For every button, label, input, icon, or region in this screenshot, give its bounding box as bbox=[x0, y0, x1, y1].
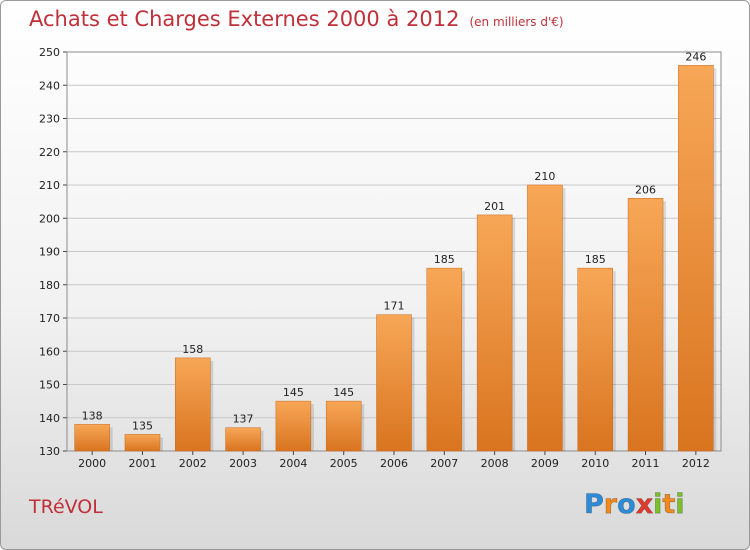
bar bbox=[678, 65, 714, 452]
x-tick-label: 2011 bbox=[632, 457, 660, 470]
bar-layer bbox=[74, 65, 717, 452]
y-tick-label: 160 bbox=[39, 345, 60, 358]
bar-value-label: 145 bbox=[333, 386, 354, 399]
bar bbox=[577, 267, 613, 452]
bar-value-label: 185 bbox=[585, 253, 606, 266]
x-tick-label: 2001 bbox=[128, 457, 156, 470]
bar bbox=[376, 314, 412, 452]
chart-unit-note: (en milliers d'€) bbox=[469, 15, 564, 29]
bar-value-label: 201 bbox=[484, 200, 505, 213]
y-tick-label: 180 bbox=[39, 279, 60, 292]
y-tick-label: 200 bbox=[39, 212, 60, 225]
x-tick-label: 2005 bbox=[330, 457, 358, 470]
bar-value-label: 145 bbox=[283, 386, 304, 399]
bar bbox=[527, 184, 563, 452]
logo-letter: r bbox=[603, 489, 618, 521]
x-tick-label: 2000 bbox=[78, 457, 106, 470]
x-tick-label: 2010 bbox=[581, 457, 609, 470]
logo-letter: t bbox=[662, 489, 676, 521]
bar bbox=[74, 424, 110, 452]
x-tick-label: 2002 bbox=[179, 457, 207, 470]
bar-value-label: 137 bbox=[233, 413, 254, 426]
x-tick-label: 2008 bbox=[481, 457, 509, 470]
logo-letter: P bbox=[584, 489, 604, 521]
y-tick-label: 140 bbox=[39, 412, 60, 425]
bar bbox=[225, 427, 261, 452]
x-tick-label: 2007 bbox=[430, 457, 458, 470]
bar-value-label: 158 bbox=[182, 343, 203, 356]
label-layer: 138 135 158 137 145 145 171 185 201 210 185 206 246 bbox=[82, 50, 707, 432]
x-tick-label: 2012 bbox=[682, 457, 710, 470]
bar bbox=[124, 434, 161, 452]
x-tick-label: 2009 bbox=[531, 457, 559, 470]
y-tick-label: 190 bbox=[39, 246, 60, 259]
bar bbox=[275, 400, 312, 452]
logo-letter: i bbox=[675, 489, 685, 521]
chart-title: Achats et Charges Externes 2000 à 2012 bbox=[29, 7, 460, 31]
bar-value-label: 171 bbox=[384, 300, 405, 313]
bar bbox=[627, 198, 664, 452]
y-tick-label: 170 bbox=[39, 312, 60, 325]
y-tick-label: 220 bbox=[39, 146, 60, 159]
bar-value-label: 246 bbox=[685, 50, 706, 63]
bar bbox=[175, 357, 211, 452]
axis-layer: 130 140 150 160 170 180 190 200 210 220 230 240 250 2… bbox=[39, 46, 722, 470]
proxiti-logo: Proxiti bbox=[584, 489, 685, 521]
x-tick-label: 2003 bbox=[229, 457, 257, 470]
bar bbox=[325, 400, 362, 452]
bar-value-label: 206 bbox=[635, 183, 656, 196]
y-tick-label: 240 bbox=[39, 79, 60, 92]
logo-letter: i bbox=[653, 489, 663, 521]
y-tick-label: 250 bbox=[39, 46, 60, 59]
bar-value-label: 138 bbox=[82, 409, 103, 422]
place-name: TRéVOL bbox=[29, 496, 103, 518]
logo-letter: x bbox=[635, 489, 654, 521]
chart-title-block: Achats et Charges Externes 2000 à 2012 (e… bbox=[29, 7, 564, 31]
bar-value-label: 185 bbox=[434, 253, 455, 266]
logo-letter: o bbox=[617, 489, 636, 521]
bar bbox=[476, 214, 513, 452]
y-tick-label: 150 bbox=[39, 379, 60, 392]
x-tick-label: 2004 bbox=[279, 457, 307, 470]
y-tick-label: 210 bbox=[39, 179, 60, 192]
x-tick-label: 2006 bbox=[380, 457, 408, 470]
y-tick-label: 230 bbox=[39, 113, 60, 126]
bar-value-label: 135 bbox=[132, 419, 153, 432]
y-tick-label: 130 bbox=[39, 445, 60, 458]
bar-value-label: 210 bbox=[534, 170, 555, 183]
bar bbox=[426, 267, 463, 452]
